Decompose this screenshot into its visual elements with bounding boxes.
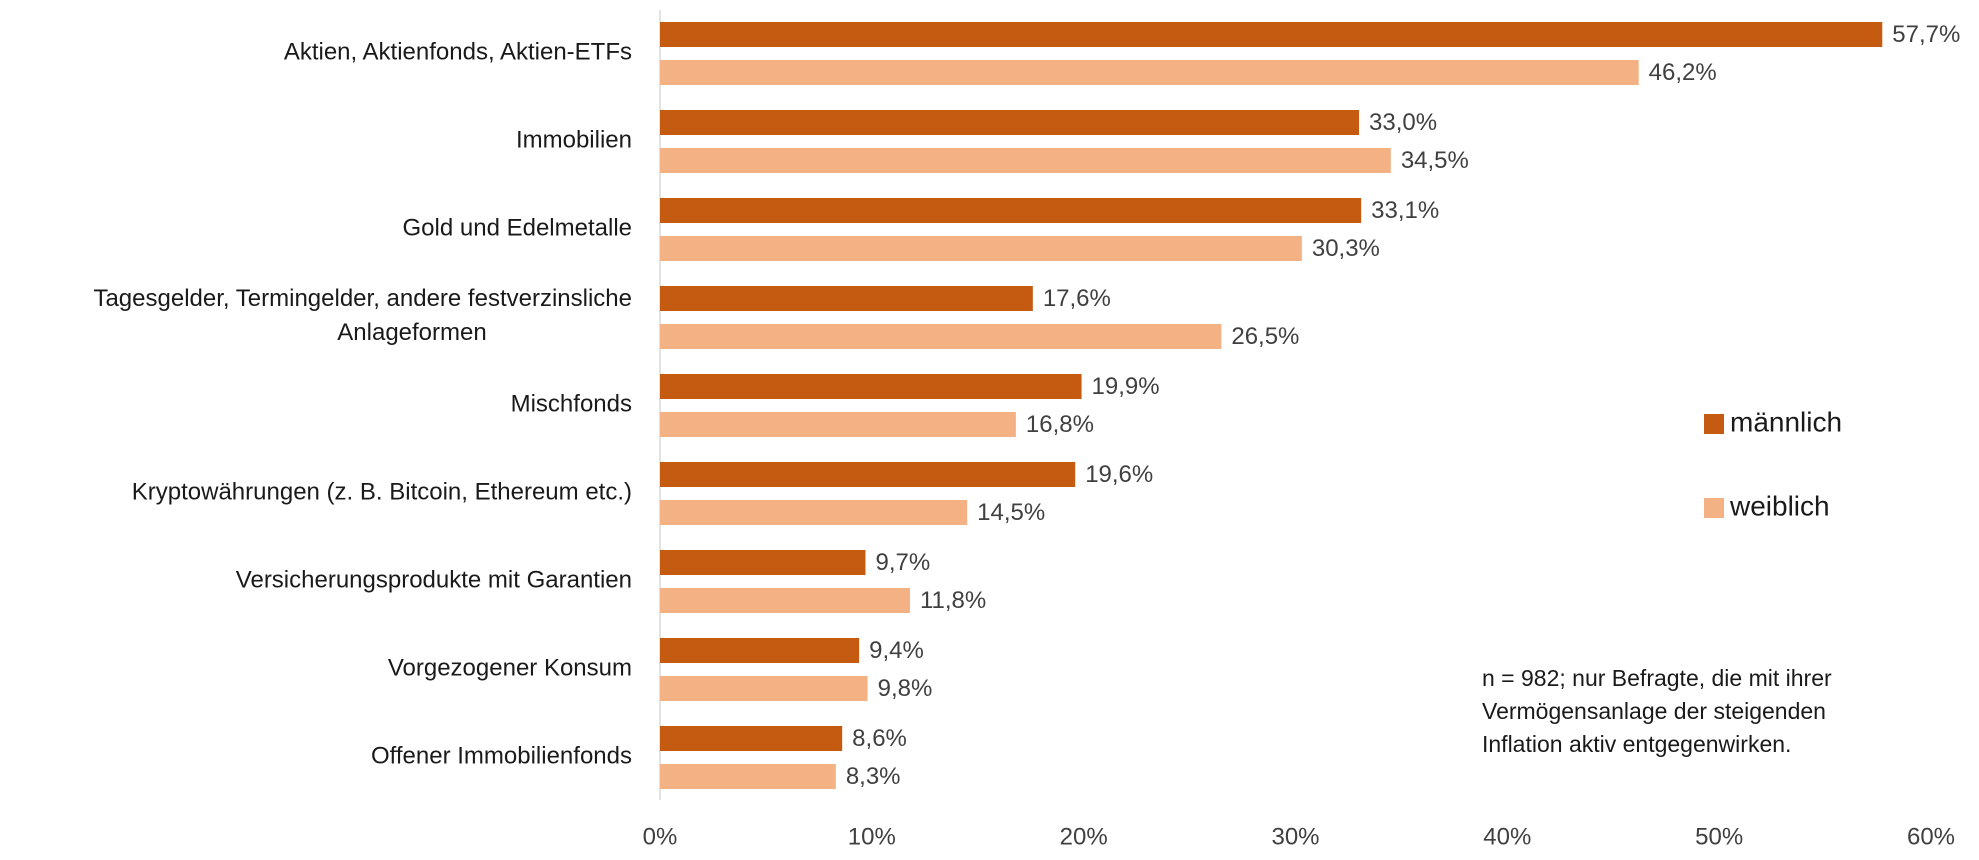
bar — [660, 60, 1639, 85]
value-label: 34,5% — [1401, 147, 1469, 174]
legend-label: weiblich — [1729, 490, 1830, 521]
value-label: 26,5% — [1231, 323, 1299, 350]
bar — [660, 588, 910, 613]
x-tick-label: 60% — [1907, 823, 1955, 850]
value-label: 19,6% — [1085, 461, 1153, 488]
annotation: n = 982; nur Befragte, die mit ihrer — [1482, 665, 1832, 691]
bar — [660, 550, 866, 575]
value-label: 46,2% — [1649, 59, 1717, 86]
value-label: 30,3% — [1312, 235, 1380, 262]
value-label: 57,7% — [1892, 21, 1960, 48]
legend-label: männlich — [1730, 406, 1842, 437]
value-label: 9,8% — [878, 675, 933, 702]
x-tick-label: 40% — [1483, 823, 1531, 850]
bar — [660, 110, 1360, 135]
category-label: Kryptowährungen (z. B. Bitcoin, Ethereum… — [132, 478, 632, 505]
bar — [660, 462, 1076, 487]
value-label: 33,0% — [1369, 109, 1437, 136]
x-tick-label: 30% — [1271, 823, 1319, 850]
bar — [660, 286, 1033, 311]
bar — [660, 148, 1391, 173]
value-label: 19,9% — [1092, 373, 1160, 400]
category-label: Tagesgelder, Termingelder, andere festve… — [93, 285, 632, 346]
value-label: 11,8% — [920, 587, 986, 614]
category-label: Offener Immobilienfonds — [371, 742, 632, 769]
value-label: 16,8% — [1026, 411, 1094, 438]
category-label: Vorgezogener Konsum — [388, 654, 632, 681]
bar — [660, 236, 1302, 261]
value-label: 8,3% — [846, 763, 901, 790]
annotation: Inflation aktiv entgegenwirken. — [1482, 731, 1791, 757]
legend-swatch — [1704, 498, 1724, 518]
category-label: Immobilien — [516, 126, 632, 153]
value-label: 17,6% — [1043, 285, 1111, 312]
legend-swatch — [1704, 414, 1724, 434]
value-label: 33,1% — [1371, 197, 1439, 224]
value-label: 8,6% — [852, 725, 907, 752]
bar — [660, 374, 1082, 399]
bar — [660, 638, 860, 663]
x-tick-label: 10% — [848, 823, 896, 850]
bar — [660, 198, 1362, 223]
bar — [660, 22, 1883, 47]
x-tick-label: 50% — [1695, 823, 1743, 850]
value-label: 14,5% — [977, 499, 1045, 526]
x-tick-label: 20% — [1060, 823, 1108, 850]
value-label: 9,4% — [869, 637, 924, 664]
category-label: Aktien, Aktienfonds, Aktien-ETFs — [284, 38, 632, 65]
bar — [660, 676, 868, 701]
category-label: Gold und Edelmetalle — [403, 214, 632, 241]
bar — [660, 764, 836, 789]
category-label: Mischfonds — [511, 390, 632, 417]
value-label: 9,7% — [875, 549, 930, 576]
category-label: Versicherungsprodukte mit Garantien — [236, 566, 632, 593]
x-tick-label: 0% — [643, 823, 678, 850]
bar — [660, 412, 1016, 437]
bar — [660, 500, 968, 525]
bar — [660, 324, 1222, 349]
bar — [660, 726, 843, 751]
annotation: Vermögensanlage der steigenden — [1482, 698, 1826, 724]
